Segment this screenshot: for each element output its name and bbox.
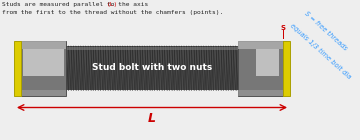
- Bar: [238, 40, 283, 48]
- Bar: [14, 40, 21, 95]
- Bar: [238, 40, 283, 95]
- Text: S = free threads: S = free threads: [303, 10, 348, 51]
- Text: Studs are measured parallel to the axis: Studs are measured parallel to the axis: [2, 2, 152, 7]
- Bar: [66, 47, 238, 50]
- Bar: [21, 40, 66, 95]
- Bar: [66, 46, 238, 90]
- Text: (L): (L): [107, 2, 118, 7]
- Text: equals 1/3 time bolt dia: equals 1/3 time bolt dia: [289, 22, 352, 80]
- Bar: [21, 40, 66, 48]
- Text: L: L: [148, 111, 156, 124]
- Text: Stud bolt with two nuts: Stud bolt with two nuts: [92, 62, 212, 72]
- Bar: [21, 89, 66, 95]
- Bar: [238, 89, 283, 95]
- Text: from the first to the thread without the chamfers (points).: from the first to the thread without the…: [2, 10, 223, 15]
- Bar: [283, 40, 290, 95]
- Bar: [23, 49, 64, 76]
- Bar: [256, 49, 279, 76]
- Text: S: S: [280, 25, 285, 31]
